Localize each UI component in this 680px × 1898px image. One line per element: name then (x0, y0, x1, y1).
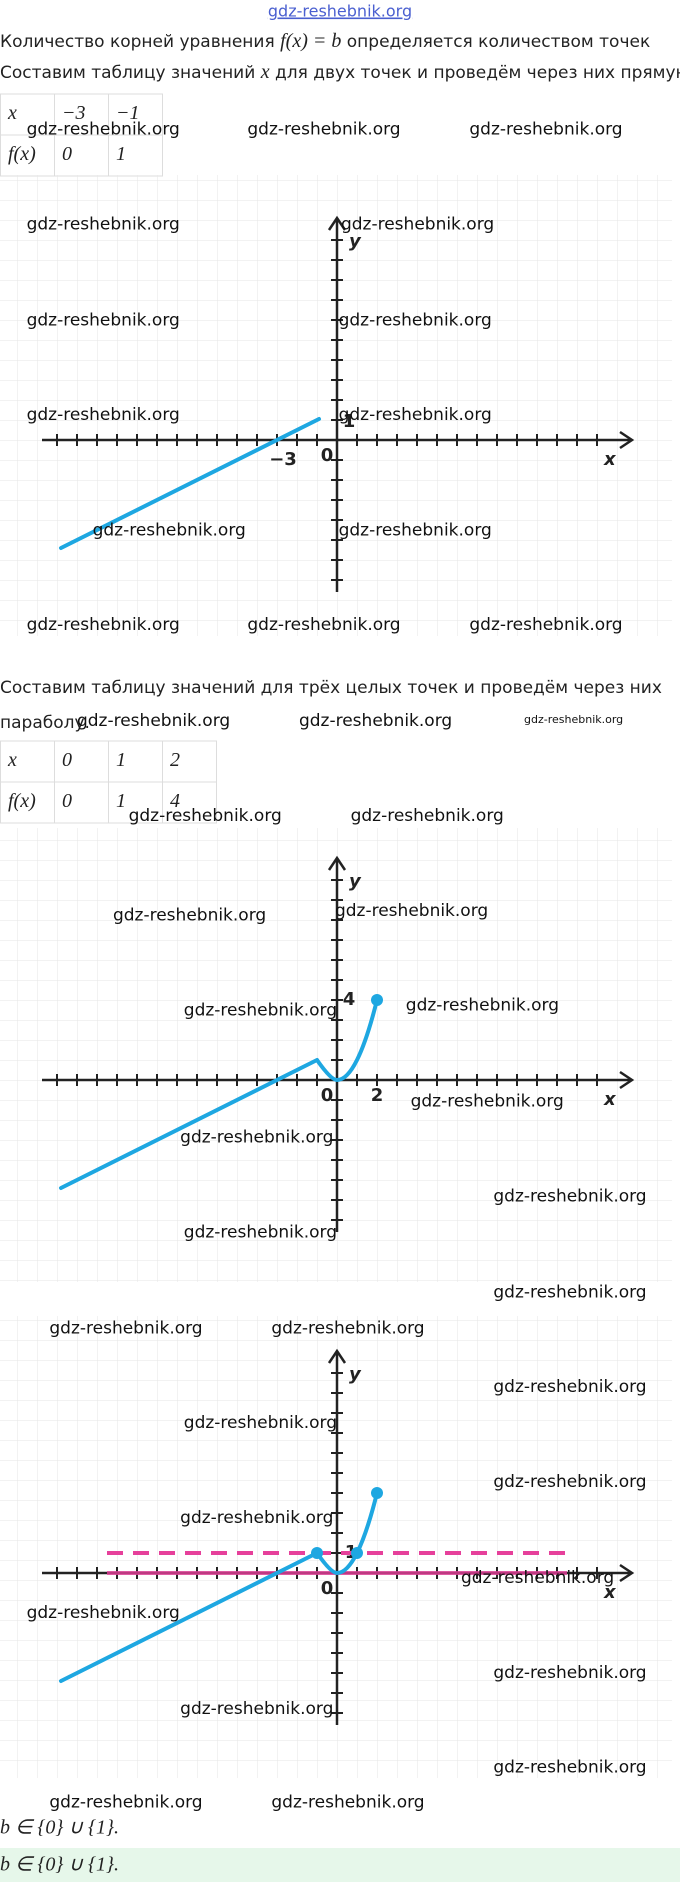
watermark: gdz-reshebnik.org (351, 806, 504, 826)
graph-label: 0 (321, 1085, 334, 1106)
x-arrow (619, 1563, 635, 1583)
table-text: 0 (62, 790, 72, 812)
axis-label: y (349, 231, 362, 252)
watermark: gdz-reshebnik.org (180, 1508, 333, 1528)
watermark: gdz-reshebnik.org (49, 1792, 202, 1812)
axis-label: y (349, 871, 362, 892)
graph-label: 1 (343, 411, 356, 432)
watermark: gdz-reshebnik.org (184, 1000, 337, 1020)
watermark: gdz-reshebnik.org (461, 1568, 614, 1588)
table-text: 1 (116, 749, 126, 771)
graph-label: 4 (343, 989, 356, 1010)
watermark: gdz-reshebnik.org (129, 806, 282, 826)
watermark: gdz-reshebnik.org (493, 1472, 646, 1492)
watermark: gdz-reshebnik.org (339, 405, 492, 425)
watermark: gdz-reshebnik.org (247, 120, 400, 140)
point (371, 994, 383, 1006)
table-text: f(x) (8, 790, 36, 812)
curve (59, 1058, 319, 1190)
curve (59, 1551, 319, 1683)
x-arrow (619, 1070, 635, 1090)
watermark: gdz-reshebnik.org (411, 1092, 564, 1112)
watermark: gdz-reshebnik.org (335, 901, 488, 921)
curve (315, 1492, 379, 1576)
y-arrow (327, 1348, 347, 1364)
watermark: gdz-reshebnik.org (339, 520, 492, 540)
watermark: gdz-reshebnik.org (493, 1758, 646, 1778)
graph-label: 2 (371, 1085, 384, 1106)
graph-label: 0 (321, 445, 334, 466)
curve (315, 999, 379, 1083)
watermark: gdz-reshebnik.org (184, 1222, 337, 1242)
table-text: −3 (62, 102, 86, 124)
watermark: gdz-reshebnik.org (299, 711, 452, 731)
table-text: 0 (62, 143, 72, 165)
watermark: gdz-reshebnik.org (406, 996, 559, 1016)
watermark: gdz-reshebnik.org (524, 713, 623, 726)
answer-highlight: b ∈ {0} ∪ {1}. (0, 1854, 119, 1876)
watermark: gdz-reshebnik.org (27, 1603, 180, 1623)
axis-label: x (603, 449, 617, 470)
watermark: gdz-reshebnik.org (469, 615, 622, 635)
watermark: gdz-reshebnik.org (27, 214, 180, 234)
watermark: gdz-reshebnik.org (271, 1318, 424, 1338)
point (311, 1547, 323, 1559)
table-text: 0 (62, 749, 72, 771)
axis-label: x (603, 1582, 617, 1603)
step1: Составим таблицу значений x для двух точ… (0, 61, 680, 83)
watermark: gdz-reshebnik.org (339, 310, 492, 330)
watermark: gdz-reshebnik.org (180, 1699, 333, 1719)
watermark: gdz-reshebnik.org (184, 1413, 337, 1433)
watermark: gdz-reshebnik.org (493, 1186, 646, 1206)
watermark: gdz-reshebnik.org (93, 520, 246, 540)
watermark: gdz-reshebnik.org (27, 120, 180, 140)
answer: b ∈ {0} ∪ {1}. (0, 1817, 119, 1839)
curve (59, 417, 321, 550)
watermark: gdz-reshebnik.org (271, 1792, 424, 1812)
table-text: 2 (170, 749, 180, 771)
axis-label: x (603, 1089, 617, 1110)
table-text: 4 (170, 790, 180, 812)
graph-label: 0 (321, 1578, 334, 1599)
table-cell (162, 781, 217, 824)
axis-label: y (349, 1364, 362, 1385)
watermark: gdz-reshebnik.org (27, 405, 180, 425)
header-watermark: gdz-reshebnik.org (268, 2, 412, 21)
watermark: gdz-reshebnik.org (180, 1128, 333, 1148)
watermark: gdz-reshebnik.org (493, 1663, 646, 1683)
watermark: gdz-reshebnik.org (341, 214, 494, 234)
point (371, 1487, 383, 1499)
watermark: gdz-reshebnik.org (27, 615, 180, 635)
table-text: −1 (116, 102, 140, 124)
step2-line2: параболу. (0, 713, 90, 733)
table-text: x (7, 749, 17, 771)
watermark: gdz-reshebnik.org (493, 1377, 646, 1397)
watermark: gdz-reshebnik.org (493, 1282, 646, 1302)
table-text: f(x) (8, 143, 36, 165)
watermark: gdz-reshebnik.org (49, 1318, 202, 1338)
answer-box (0, 1848, 680, 1882)
step2-line1: Составим таблицу значений для трёх целых… (0, 678, 662, 698)
watermark: gdz-reshebnik.org (77, 711, 230, 731)
table-text: 1 (116, 790, 126, 812)
table-text: 1 (116, 143, 126, 165)
intro: Количество корней уравнения f(x) = b опр… (0, 30, 650, 52)
y-arrow (327, 215, 347, 231)
watermark: gdz-reshebnik.org (27, 310, 180, 330)
graph-label: −3 (269, 449, 297, 470)
watermark: gdz-reshebnik.org (247, 615, 400, 635)
y-arrow (327, 855, 347, 871)
x-arrow (619, 430, 635, 450)
table-text: x (7, 102, 17, 124)
watermark: gdz-reshebnik.org (469, 120, 622, 140)
watermark: gdz-reshebnik.org (113, 906, 266, 926)
point (351, 1547, 363, 1559)
